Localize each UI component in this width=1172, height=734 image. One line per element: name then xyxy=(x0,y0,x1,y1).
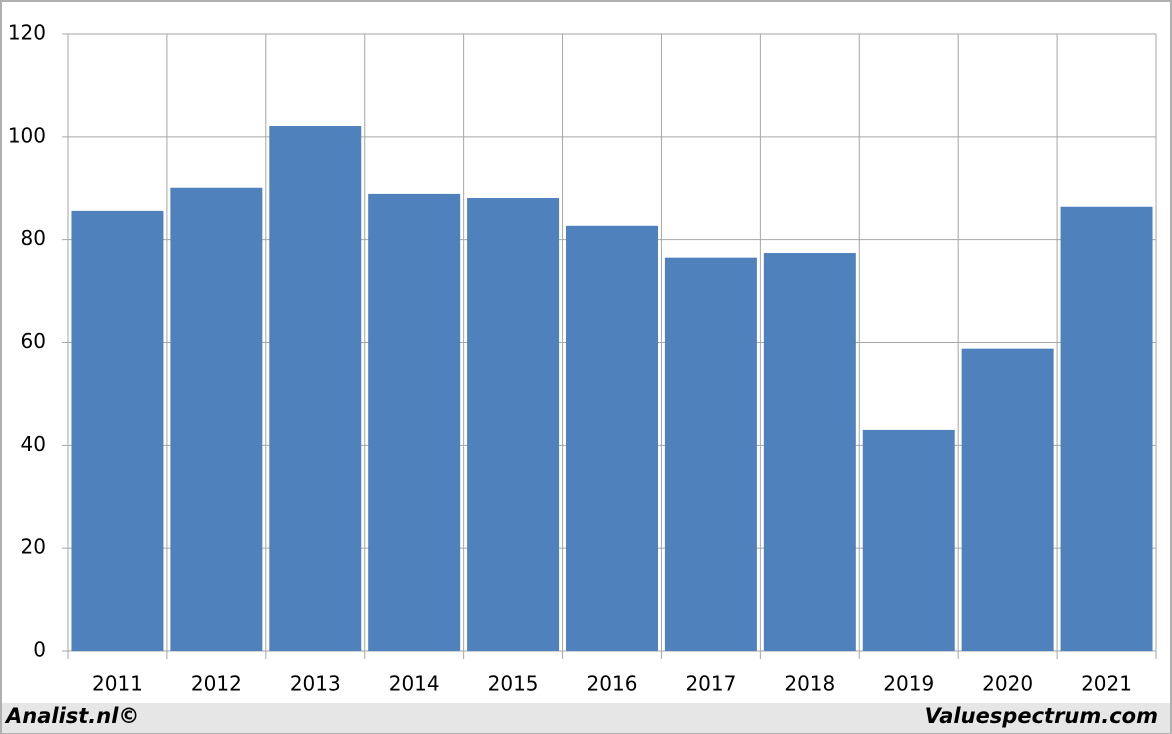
x-tick-label: 2017 xyxy=(685,672,736,696)
x-tick-label: 2019 xyxy=(883,672,934,696)
x-tick-label: 2013 xyxy=(290,672,341,696)
bar xyxy=(763,253,856,651)
y-tick-label: 60 xyxy=(21,329,46,353)
y-tick-label: 120 xyxy=(8,21,46,45)
y-tick-label: 80 xyxy=(21,226,46,250)
footer-left: Analist.nl© xyxy=(4,704,139,728)
x-tick-label: 2018 xyxy=(784,672,835,696)
bar xyxy=(566,225,658,651)
footer-band xyxy=(2,703,1170,733)
y-tick-label: 20 xyxy=(21,535,46,559)
bar xyxy=(961,348,1054,651)
x-tick-label: 2021 xyxy=(1081,672,1132,696)
bar xyxy=(467,198,560,651)
bar xyxy=(170,187,263,651)
bar xyxy=(664,257,757,651)
x-tick-label: 2015 xyxy=(488,672,539,696)
x-tick-label: 2016 xyxy=(587,672,638,696)
bar xyxy=(71,210,164,651)
x-tick-label: 2020 xyxy=(982,672,1033,696)
bar xyxy=(862,429,955,651)
footer-right: Valuespectrum.com xyxy=(925,704,1158,728)
y-tick-label: 100 xyxy=(8,123,46,147)
x-tick-label: 2012 xyxy=(191,672,242,696)
bar xyxy=(368,193,461,652)
x-tick-label: 2011 xyxy=(92,672,143,696)
x-tick-label: 2014 xyxy=(389,672,440,696)
y-tick-label: 40 xyxy=(21,432,46,456)
bar xyxy=(269,126,362,652)
bar xyxy=(1060,206,1153,651)
y-tick-label: 0 xyxy=(33,638,46,662)
